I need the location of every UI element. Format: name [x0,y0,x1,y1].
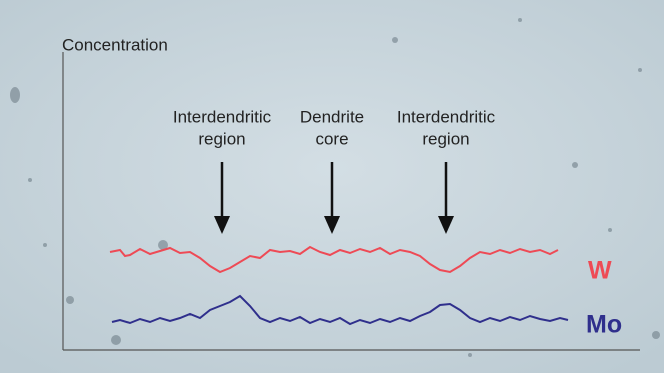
axis-label: Concentration [62,35,168,54]
annotation: region [198,129,245,148]
annotation: Interdendritic [173,107,272,126]
annotation: core [315,129,348,148]
trace-label: W [588,257,612,285]
figure: Concentration Interdendritic region Dend… [0,0,664,373]
trace-label: Mo [586,311,622,339]
annotation: Interdendritic [397,107,496,126]
page: Concentration Interdendritic region Dend… [0,0,664,373]
annotation: region [422,129,469,148]
annotation: Dendrite [300,107,364,126]
